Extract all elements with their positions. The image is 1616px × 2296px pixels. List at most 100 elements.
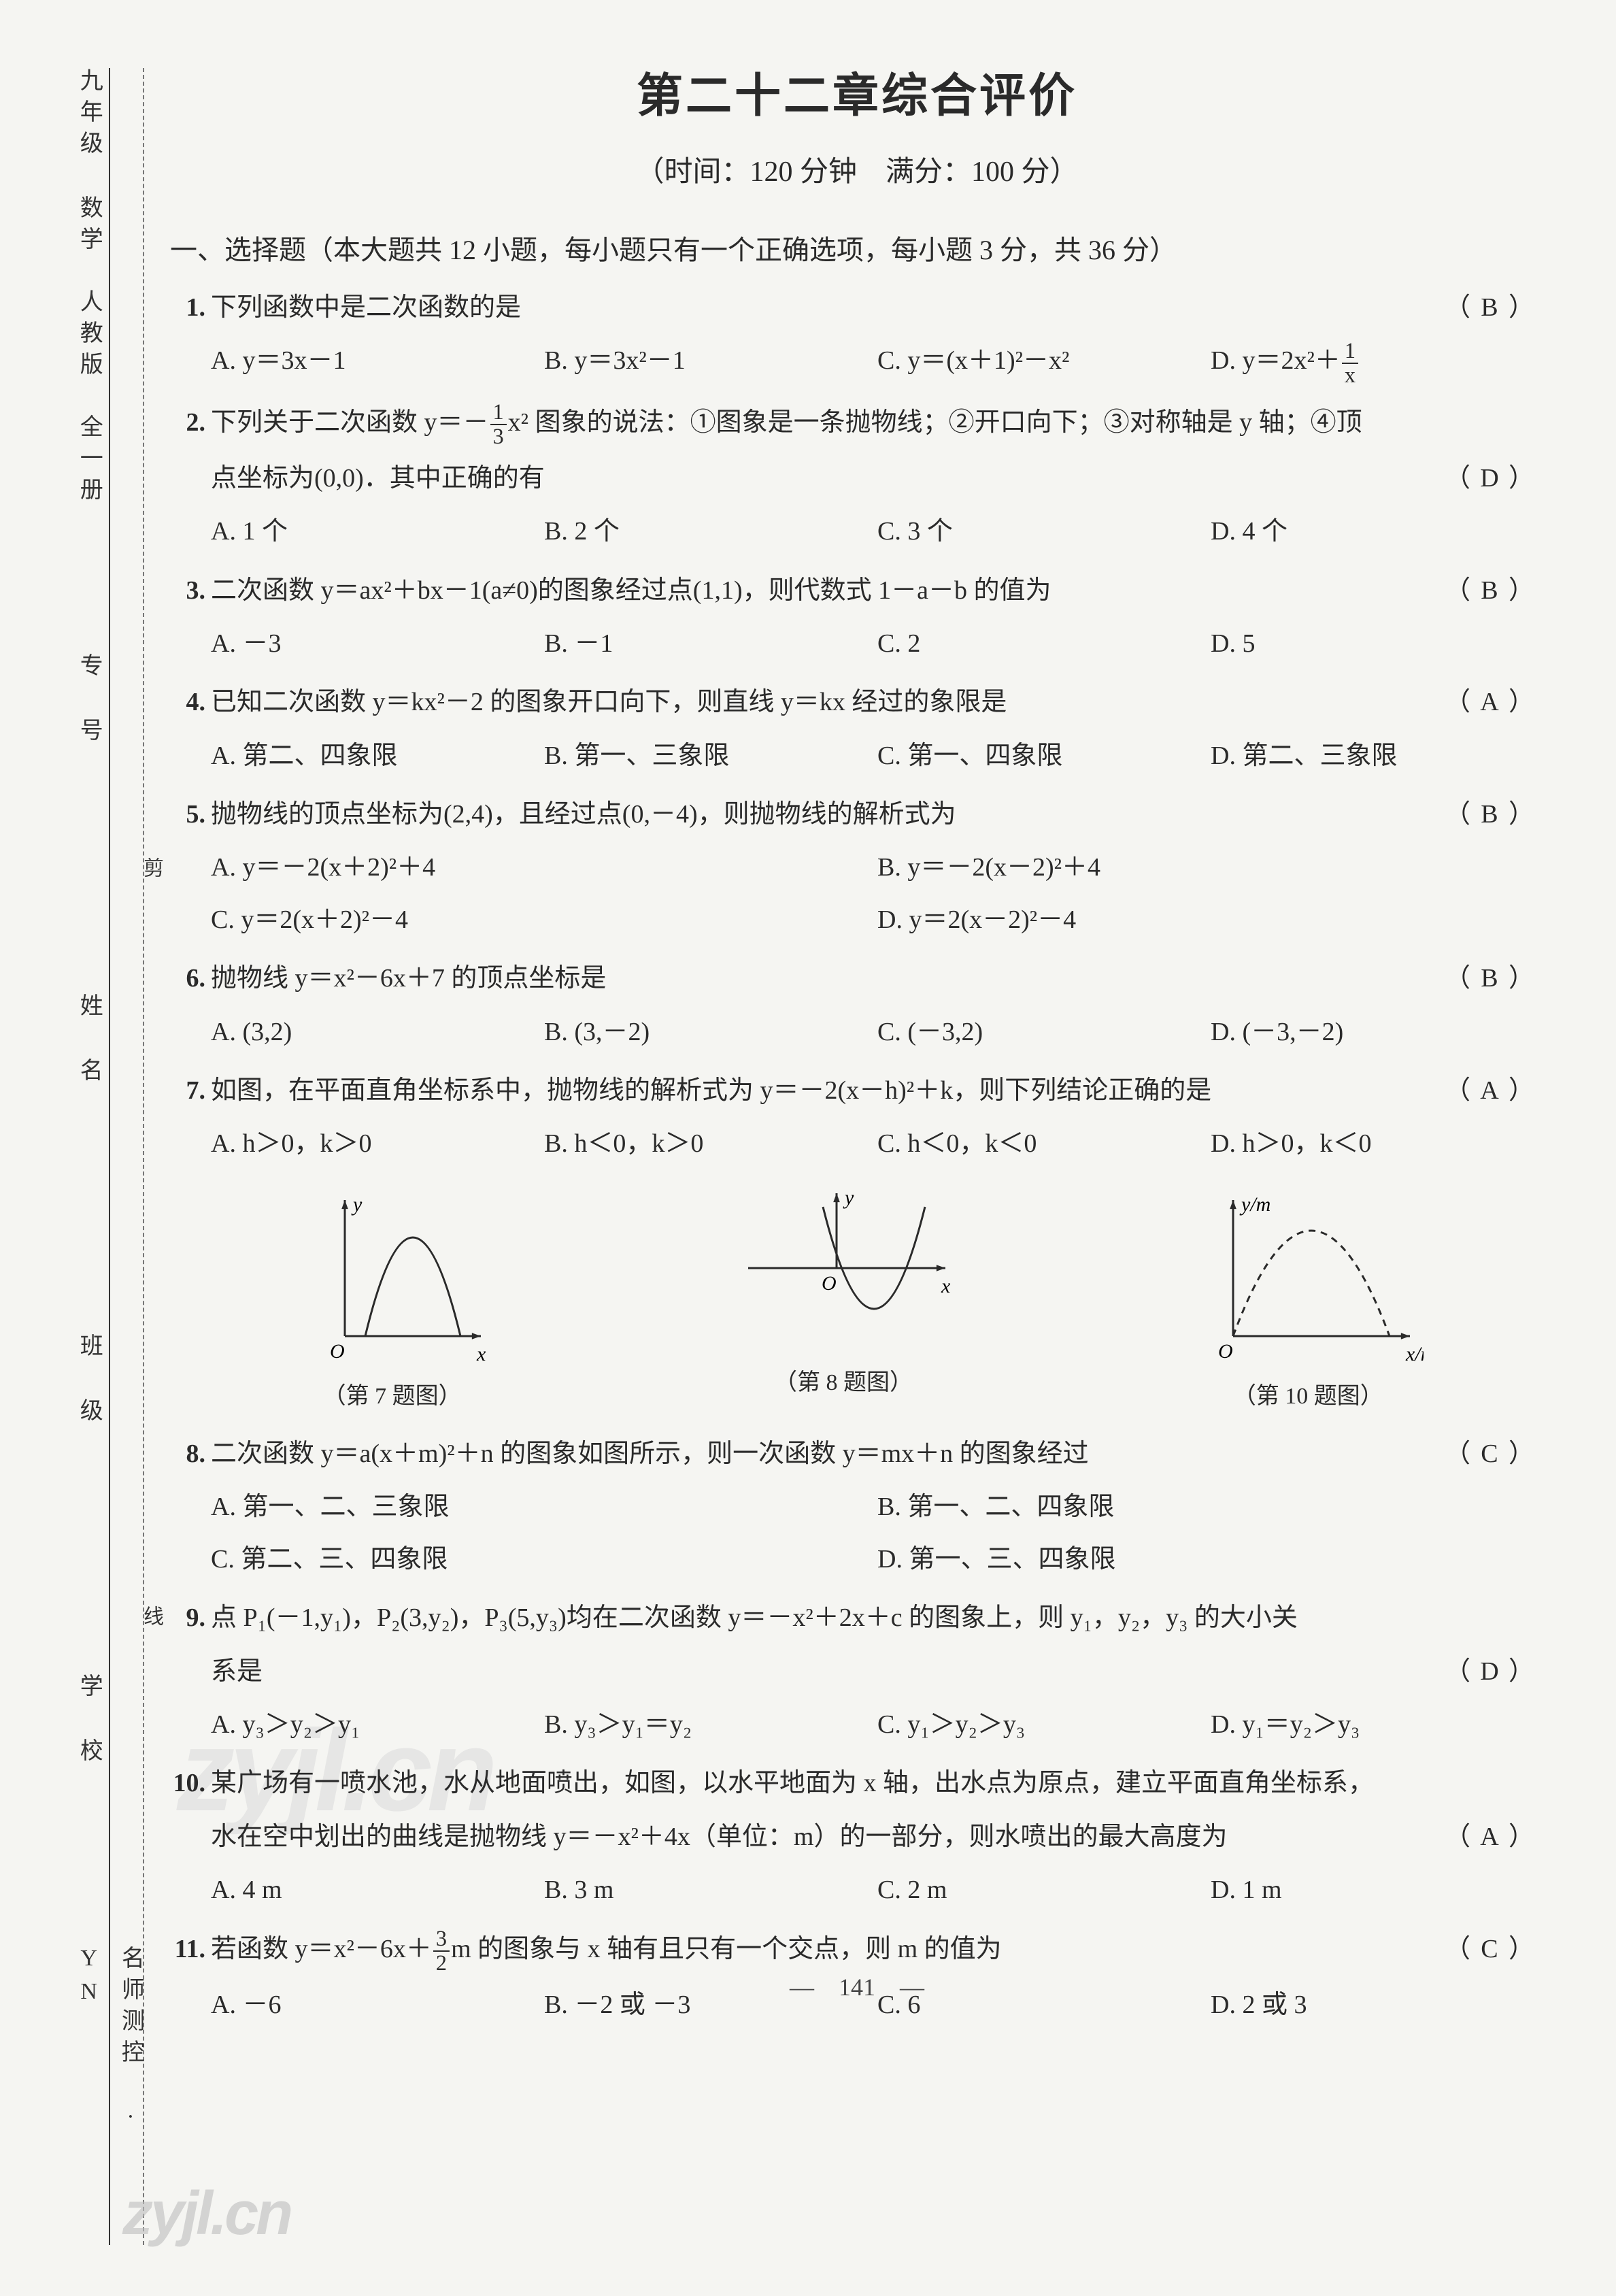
question: 6.抛物线 y＝x²－6x＋7 的顶点坐标是（B） bbox=[170, 955, 1544, 1001]
watermark-footer: zyjl.cn bbox=[122, 2159, 290, 2269]
option: D. y＝2(x－2)²－4 bbox=[877, 894, 1544, 946]
option: B. 2 个 bbox=[544, 505, 877, 557]
option: B. h＜0，k＞0 bbox=[544, 1118, 877, 1169]
option-label: D. 5 bbox=[1211, 629, 1255, 658]
option-label: A. y＝－2(x＋2)²＋4 bbox=[211, 853, 435, 882]
answer-letter: D bbox=[1473, 455, 1506, 501]
option-label: B. y₃＞y₁＝y₂ bbox=[544, 1710, 692, 1739]
margin-rule-dotted bbox=[143, 68, 144, 2245]
question-number: 3. bbox=[170, 567, 211, 614]
option-label: D. y＝2x²＋1x bbox=[1211, 346, 1360, 375]
option-label: A. 第一、二、三象限 bbox=[211, 1493, 449, 1521]
option-label: C. 3 个 bbox=[877, 517, 953, 546]
section-1-heading: 一、选择题（本大题共 12 小题，每小题只有一个正确选项，每小题 3 分，共 3… bbox=[170, 226, 1544, 275]
option-label: A. 第二、四象限 bbox=[211, 742, 397, 770]
question-stem: 下列关于二次函数 y＝－13x² 图象的说法：①图象是一条抛物线；②开口向下；③… bbox=[211, 408, 1362, 437]
question: 4.已知二次函数 y＝kx²－2 的图象开口向下，则直线 y＝kx 经过的象限是… bbox=[170, 679, 1544, 725]
figure-svg: Ox/my/m bbox=[1192, 1180, 1424, 1370]
option-label: D. (－3,－2) bbox=[1211, 1018, 1343, 1046]
question-options: A. 4 mB. 3 mC. 2 mD. 1 m bbox=[211, 1864, 1544, 1916]
question: 8.二次函数 y＝a(x＋m)²＋n 的图象如图所示，则一次函数 y＝mx＋n … bbox=[170, 1431, 1544, 1477]
figure-10-caption: （第 10 题图） bbox=[1192, 1376, 1424, 1417]
margin-cut-2: 线 bbox=[133, 1605, 169, 1634]
svg-text:x/m: x/m bbox=[1405, 1343, 1424, 1365]
svg-text:y: y bbox=[843, 1186, 854, 1209]
option-label: B. y＝－2(x－2)²＋4 bbox=[877, 853, 1100, 882]
option: C. 2 bbox=[877, 618, 1211, 669]
answer-slot: （A） bbox=[1442, 679, 1537, 725]
question-stem: 某广场有一喷水池，水从地面喷出，如图，以水平地面为 x 轴，出水点为原点，建立平… bbox=[211, 1769, 1374, 1797]
answer-letter: B bbox=[1473, 567, 1506, 614]
option: D. 4 个 bbox=[1211, 505, 1544, 557]
question-number: 4. bbox=[170, 679, 211, 725]
answer-letter: A bbox=[1473, 1067, 1506, 1114]
question-number: 9. bbox=[170, 1595, 211, 1641]
option: C. y₁＞y₂＞y₃ bbox=[877, 1699, 1211, 1750]
question-options: A. y₃＞y₂＞y₁B. y₃＞y₁＝y₂C. y₁＞y₂＞y₃D. y₁＝y… bbox=[211, 1699, 1544, 1750]
question-stem: 二次函数 y＝ax²＋bx－1(a≠0)的图象经过点(1,1)，则代数式 1－a… bbox=[211, 576, 1051, 605]
svg-text:O: O bbox=[822, 1272, 837, 1295]
question-options: A. y＝－2(x＋2)²＋4 B. y＝－2(x－2)²＋4C. y＝2(x＋2… bbox=[211, 842, 1544, 946]
option: B. 3 m bbox=[544, 1864, 877, 1916]
question-options: A. h＞0，k＞0B. h＜0，k＞0C. h＜0，k＜0D. h＞0，k＜0 bbox=[211, 1118, 1544, 1169]
question-stem: 点 P₁(－1,y₁)，P₂(3,y₂)，P₃(5,y₃)均在二次函数 y＝－x… bbox=[211, 1603, 1298, 1632]
question: 7.如图，在平面直角坐标系中，抛物线的解析式为 y＝－2(x－h)²＋k，则下列… bbox=[170, 1067, 1544, 1114]
option-label: B. (3,－2) bbox=[544, 1018, 650, 1046]
option: C. (－3,2) bbox=[877, 1006, 1211, 1058]
question: 5.抛物线的顶点坐标为(2,4)，且经过点(0,－4)，则抛物线的解析式为（B） bbox=[170, 791, 1544, 837]
option-label: A. －3 bbox=[211, 629, 281, 658]
svg-text:O: O bbox=[1218, 1340, 1233, 1363]
option: D. y₁＝y₂＞y₃ bbox=[1211, 1699, 1544, 1750]
option-label: D. 4 个 bbox=[1211, 517, 1287, 546]
answer-letter: B bbox=[1473, 955, 1506, 1001]
svg-text:y: y bbox=[351, 1193, 363, 1216]
question-options: A. －3 B. －1C. 2 D. 5 bbox=[211, 618, 1544, 669]
option: A. 1 个 bbox=[211, 505, 544, 557]
option-label: C. y₁＞y₂＞y₃ bbox=[877, 1710, 1025, 1739]
answer-slot: （D） bbox=[1442, 1648, 1537, 1695]
margin-top-label: 九年级 数学 人教版 全一册 bbox=[68, 68, 110, 508]
option: C. y＝(x＋1)²－x² bbox=[877, 335, 1211, 389]
option: B. －1 bbox=[544, 618, 877, 669]
svg-text:x: x bbox=[476, 1343, 486, 1365]
question-options: A. (3,2) B. (3,－2) C. (－3,2)D. (－3,－2) bbox=[211, 1006, 1544, 1058]
answer-letter: A bbox=[1473, 1814, 1506, 1860]
question: 3.二次函数 y＝ax²＋bx－1(a≠0)的图象经过点(1,1)，则代数式 1… bbox=[170, 567, 1544, 614]
option: B. 第一、三象限 bbox=[544, 730, 877, 782]
option-label: C. 2 bbox=[877, 629, 920, 658]
answer-letter: A bbox=[1473, 679, 1506, 725]
option: D. 5 bbox=[1211, 618, 1544, 669]
question-options: A. y＝3x－1 B. y＝3x²－1C. y＝(x＋1)²－x² D. y＝2x… bbox=[211, 335, 1544, 389]
option-label: A. y＝3x－1 bbox=[211, 346, 346, 375]
option-label: D. y₁＝y₂＞y₃ bbox=[1211, 1710, 1360, 1739]
question-number: 5. bbox=[170, 791, 211, 837]
question-stem-cont: 点坐标为(0,0)．其中正确的有 （D） bbox=[170, 455, 1544, 501]
option-label: C. y＝(x＋1)²－x² bbox=[877, 346, 1069, 375]
question-stem: 下列函数中是二次函数的是 bbox=[211, 293, 521, 322]
question-stem: 已知二次函数 y＝kx²－2 的图象开口向下，则直线 y＝kx 经过的象限是 bbox=[211, 688, 1007, 716]
answer-letter: D bbox=[1473, 1648, 1506, 1695]
question-stem-line2: 水在空中划出的曲线是抛物线 y＝－x²＋4x（单位：m）的一部分，则水喷出的最大… bbox=[211, 1823, 1227, 1851]
option: C. 第一、四象限 bbox=[877, 730, 1211, 782]
option: B. y₃＞y₁＝y₂ bbox=[544, 1699, 877, 1750]
option: C. y＝2(x＋2)²－4 bbox=[211, 894, 877, 946]
answer-slot: （B） bbox=[1442, 955, 1537, 1001]
figure-svg: Oxy bbox=[735, 1180, 952, 1357]
question: 9.点 P₁(－1,y₁)，P₂(3,y₂)，P₃(5,y₃)均在二次函数 y＝… bbox=[170, 1595, 1544, 1641]
option: A. (3,2) bbox=[211, 1006, 544, 1058]
option-label: D. 第一、三、四象限 bbox=[877, 1545, 1115, 1574]
question-number: 8. bbox=[170, 1431, 211, 1477]
answer-letter: B bbox=[1473, 791, 1506, 837]
question-options: A. 第一、二、三象限B. 第一、二、四象限C. 第二、三、四象限D. 第一、三… bbox=[211, 1481, 1544, 1585]
question-number: 7. bbox=[170, 1067, 211, 1114]
option: A. y＝3x－1 bbox=[211, 335, 544, 389]
margin-seg-3: 班 级 bbox=[68, 1333, 110, 1429]
question-stem-line2: 系是 bbox=[211, 1657, 263, 1686]
questions-list: 1.下列函数中是二次函数的是（B）A. y＝3x－1B. y＝3x²－1C. y… bbox=[170, 284, 1544, 2031]
answer-slot: （A） bbox=[1442, 1067, 1537, 1114]
option: B. y＝3x²－1 bbox=[544, 335, 877, 389]
answer-letter: B bbox=[1473, 284, 1506, 331]
option-label: A. (3,2) bbox=[211, 1018, 292, 1046]
option: D. h＞0，k＜0 bbox=[1211, 1118, 1544, 1169]
answer-slot: （A） bbox=[1442, 1814, 1537, 1860]
